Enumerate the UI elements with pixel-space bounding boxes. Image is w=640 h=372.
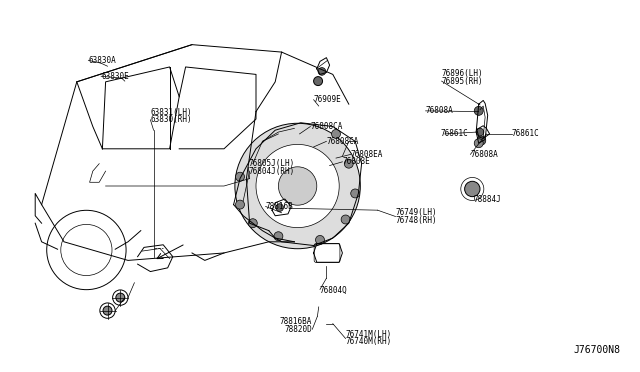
Text: 63830(RH): 63830(RH) — [150, 115, 192, 124]
Text: 76805J(LH): 76805J(LH) — [248, 159, 294, 168]
Text: 76808EA: 76808EA — [351, 150, 383, 159]
Circle shape — [235, 123, 360, 249]
Circle shape — [332, 129, 340, 138]
Text: 78884J: 78884J — [474, 195, 501, 203]
Text: 76808A: 76808A — [470, 150, 498, 159]
Circle shape — [477, 136, 486, 145]
Circle shape — [276, 204, 284, 211]
Circle shape — [344, 159, 353, 168]
Text: 76861C: 76861C — [440, 129, 468, 138]
Text: 76896(LH): 76896(LH) — [442, 69, 483, 78]
Text: 78816BA: 78816BA — [280, 317, 312, 326]
Text: 76804J(RH): 76804J(RH) — [248, 167, 294, 176]
Text: 78820D: 78820D — [285, 325, 312, 334]
Text: 76749(LH): 76749(LH) — [396, 208, 437, 217]
Circle shape — [314, 77, 323, 86]
Circle shape — [236, 200, 244, 209]
Text: 76909E: 76909E — [314, 95, 341, 104]
Text: 63830E: 63830E — [101, 72, 129, 81]
Text: 76895(RH): 76895(RH) — [442, 77, 483, 86]
Text: 78816B: 78816B — [266, 202, 293, 211]
Circle shape — [116, 293, 125, 302]
Circle shape — [465, 181, 480, 197]
Text: 76808CA: 76808CA — [326, 137, 359, 146]
Circle shape — [474, 106, 483, 115]
Text: 76808CA: 76808CA — [310, 122, 343, 131]
Circle shape — [278, 167, 317, 205]
Text: 76808A: 76808A — [426, 106, 453, 115]
Text: 76741M(LH): 76741M(LH) — [346, 330, 392, 339]
Circle shape — [474, 139, 483, 148]
Circle shape — [274, 232, 283, 241]
Circle shape — [256, 144, 339, 228]
Text: 76861C: 76861C — [512, 129, 540, 138]
Circle shape — [103, 306, 112, 315]
Text: 63831(LH): 63831(LH) — [150, 108, 192, 117]
Circle shape — [341, 215, 350, 224]
Text: 63830A: 63830A — [88, 56, 116, 65]
Circle shape — [248, 219, 257, 228]
Text: 76804Q: 76804Q — [320, 286, 348, 295]
Text: 76740M(RH): 76740M(RH) — [346, 337, 392, 346]
Text: 76808E: 76808E — [342, 157, 370, 166]
Circle shape — [476, 128, 484, 136]
Circle shape — [236, 172, 244, 181]
Circle shape — [351, 189, 360, 198]
Text: J76700N8: J76700N8 — [574, 345, 621, 355]
Circle shape — [318, 68, 326, 75]
Circle shape — [316, 235, 324, 244]
Text: 76748(RH): 76748(RH) — [396, 216, 437, 225]
